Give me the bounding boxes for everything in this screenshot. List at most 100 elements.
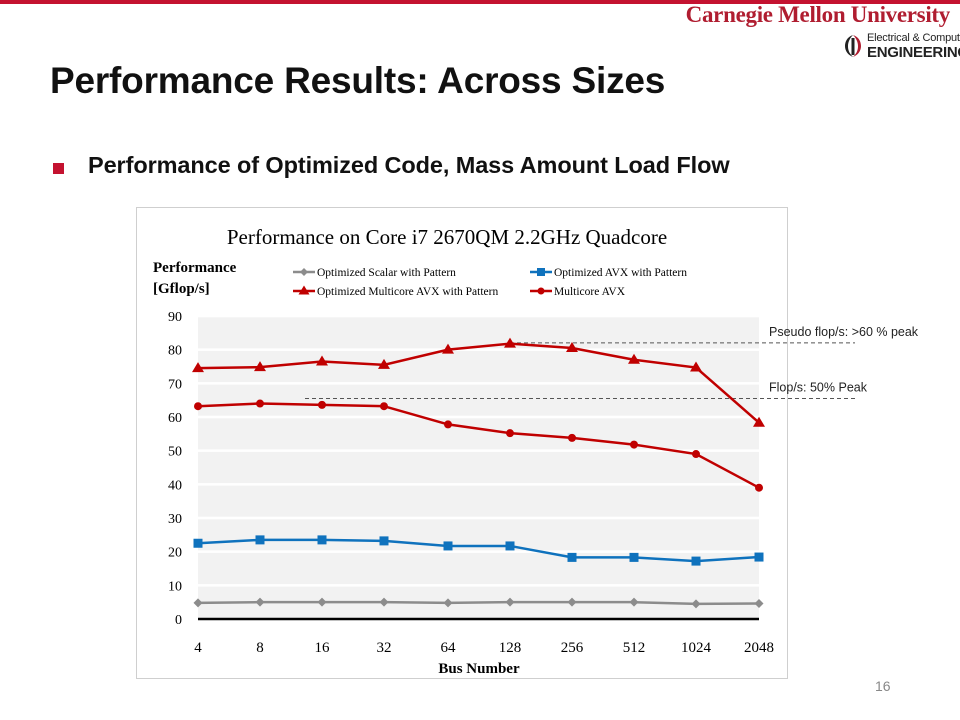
data-point (567, 552, 577, 562)
data-point (380, 402, 388, 411)
data-point (443, 598, 453, 608)
data-point (628, 353, 640, 364)
legend-item: Multicore AVX (530, 286, 626, 298)
y-axis-label-line: Performance (153, 260, 237, 276)
data-point (444, 420, 452, 429)
y-tick-label: 10 (168, 579, 182, 594)
x-tick-label: 512 (623, 640, 646, 656)
x-tick-label: 128 (499, 640, 522, 656)
data-point (316, 355, 328, 366)
data-point (255, 535, 265, 545)
legend-marker (537, 268, 545, 276)
data-point (379, 536, 389, 546)
data-point (442, 343, 454, 354)
y-tick-label: 40 (168, 478, 182, 493)
data-point (254, 361, 266, 372)
bullet-marker (53, 163, 64, 174)
x-tick-label: 64 (441, 640, 457, 656)
data-point (317, 535, 327, 545)
data-point (567, 597, 577, 607)
data-point (505, 541, 515, 551)
series-line (197, 600, 760, 606)
x-tick-label: 2048 (744, 640, 774, 656)
series-line (197, 402, 760, 489)
data-point (255, 597, 265, 607)
annotation-label: Pseudo flop/s: >60 % peak (769, 325, 919, 339)
data-point (379, 597, 389, 607)
y-tick-label: 80 (168, 344, 182, 359)
data-point (504, 337, 516, 348)
data-point (568, 433, 576, 442)
data-point (318, 400, 326, 409)
legend: Optimized Scalar with Pattern Optimized A… (293, 267, 687, 298)
x-tick-label: 4 (194, 640, 202, 656)
data-point (505, 597, 515, 607)
data-point (754, 599, 764, 609)
legend-marker (300, 268, 308, 276)
data-point (193, 598, 203, 608)
legend-marker (537, 287, 545, 295)
data-point (193, 538, 203, 548)
gridlines (198, 314, 759, 621)
university-logo: Carnegie Mellon University (685, 2, 951, 27)
x-axis-label: Bus Number (438, 661, 520, 677)
data-point (754, 552, 764, 562)
plot-area (198, 316, 759, 619)
data-point (256, 399, 264, 408)
data-point (691, 599, 701, 609)
legend-label: Optimized Multicore AVX with Pattern (317, 286, 498, 298)
data-point (443, 541, 453, 551)
legend-label: Multicore AVX (554, 286, 626, 298)
y-tick-label: 30 (168, 512, 182, 527)
y-tick-labels: 0 10 20 30 40 50 60 70 80 90 (168, 310, 182, 628)
data-point (566, 341, 578, 352)
x-tick-label: 256 (561, 640, 584, 656)
annotation-label: Flop/s: 50% Peak (769, 380, 868, 394)
data-point (192, 362, 204, 373)
department-logo: Electrical & Computer ENGINEERING (842, 32, 960, 62)
data-point (378, 358, 390, 369)
x-tick-label: 16 (315, 640, 331, 656)
legend-label: Optimized Scalar with Pattern (317, 267, 456, 279)
data-point (630, 440, 638, 449)
y-tick-label: 50 (168, 445, 182, 460)
department-name-line1: Electrical & Computer (867, 32, 960, 44)
series-line (197, 538, 760, 563)
y-axis-label-line: [Gflop/s] (153, 281, 210, 297)
bullet-text: Performance of Optimized Code, Mass Amou… (88, 152, 730, 178)
data-series (192, 337, 765, 609)
annotations: Pseudo flop/s: >60 % peak Flop/s: 50% Pea… (305, 325, 919, 399)
data-point (629, 552, 639, 562)
legend-item: Optimized Multicore AVX with Pattern (293, 285, 498, 298)
series-square (193, 535, 764, 566)
y-tick-label: 0 (175, 613, 182, 628)
series-diamond (193, 597, 764, 609)
data-point (194, 402, 202, 411)
x-tick-label: 32 (377, 640, 392, 656)
legend-item: Optimized AVX with Pattern (530, 267, 687, 279)
data-point (691, 556, 701, 566)
slide-title: Performance Results: Across Sizes (50, 60, 666, 101)
y-axis-label: Performance [Gflop/s] (153, 260, 237, 297)
data-point (506, 429, 514, 438)
legend-marker (298, 285, 310, 295)
chart-title: Performance on Core i7 2670QM 2.2GHz Qua… (227, 225, 667, 249)
x-tick-label: 1024 (681, 640, 712, 656)
data-point (317, 597, 327, 607)
data-point (629, 597, 639, 607)
data-point (753, 416, 765, 427)
x-tick-labels: 4 8 16 32 64 128 256 512 1024 2048 (194, 640, 774, 656)
page-number: 16 (875, 678, 891, 694)
y-tick-label: 70 (168, 377, 182, 392)
ece-emblem-icon (845, 35, 861, 57)
data-point (692, 450, 700, 459)
data-point (755, 483, 763, 492)
x-tick-label: 8 (256, 640, 264, 656)
y-tick-label: 20 (168, 546, 182, 561)
series-triangle (192, 337, 765, 427)
department-name-line2: ENGINEERING (867, 44, 960, 61)
series-line (197, 342, 760, 424)
y-tick-label: 90 (168, 310, 182, 325)
y-tick-label: 60 (168, 411, 182, 426)
